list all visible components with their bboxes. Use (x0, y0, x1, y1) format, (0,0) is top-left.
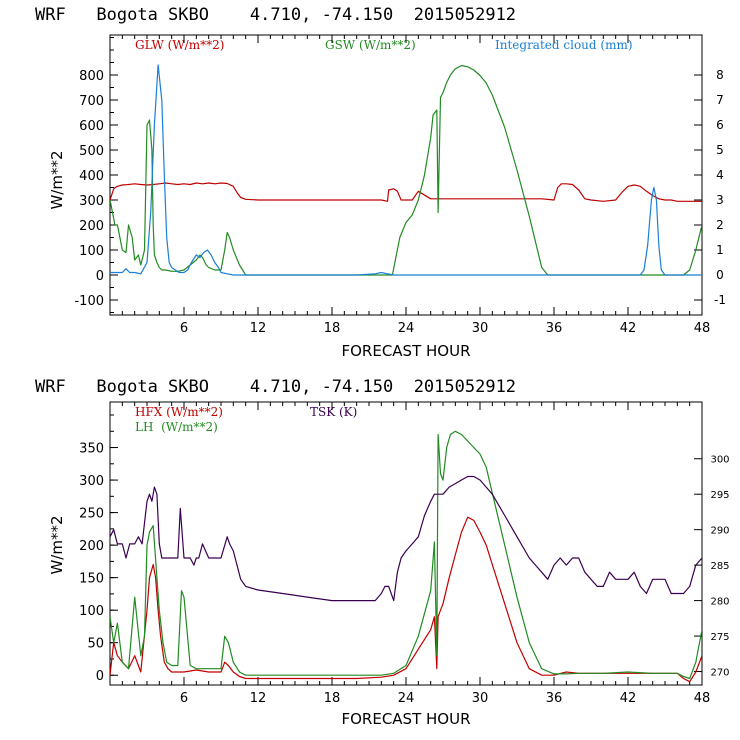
bottom-x-tick-label: 24 (398, 691, 415, 706)
top-y2-tick-label: 1 (716, 243, 724, 257)
panel-fluxes: WRF Bogota SKBO 4.710, -74.150 201505291… (35, 377, 730, 728)
top-x-tick-label: 18 (324, 321, 341, 336)
top-x-tick-label: 48 (694, 321, 711, 336)
bottom-y2-tick-label: 280 (710, 597, 729, 608)
top-x-tick-label: 24 (398, 321, 415, 336)
bottom-y-tick-label: 0 (96, 669, 104, 684)
top-y2-tick-label: 4 (716, 168, 724, 182)
legend-glw: GLW (W/m**2) (135, 38, 224, 52)
bottom-y-tick-label: 300 (79, 474, 104, 489)
series-line-hfx (110, 516, 702, 683)
legend-cloud: Integrated cloud (mm) (495, 38, 633, 52)
bottom-plot-frame (109, 401, 703, 686)
series-line-glw (110, 182, 702, 202)
bottom-y2-tick-label: 285 (710, 561, 729, 572)
top-y2-tick-label: 6 (716, 118, 724, 132)
top-plot-frame (109, 34, 703, 316)
bottom-y2-tick-label: 295 (710, 490, 729, 501)
bottom-y-tick-label: 150 (79, 572, 104, 587)
top-x-tick-label: 30 (472, 321, 489, 336)
bottom-series-group (110, 430, 702, 683)
series-line-lh (110, 430, 702, 680)
top-y-tick-label: 800 (79, 69, 104, 84)
top-y-tick-label: -100 (74, 294, 104, 309)
top-y-tick-label: 100 (79, 244, 104, 259)
bottom-y-tick-label: 50 (87, 637, 104, 652)
bottom-x-tick-label: 36 (546, 691, 563, 706)
bottom-y2-tick-label: 270 (710, 668, 729, 679)
bottom-x-tick-label: 30 (472, 691, 489, 706)
legend-lh: LH (W/m**2) (135, 420, 218, 434)
bottom-x-tick-label: 6 (180, 691, 188, 706)
series-line-tsk (110, 475, 702, 602)
top-y2-tick-label: 2 (716, 218, 724, 232)
top-y-tick-label: 700 (79, 94, 104, 109)
top-y-tick-label: 300 (79, 194, 104, 209)
top-y-tick-label: 400 (79, 169, 104, 184)
bottom-y-axis-label: W/m**2 (48, 515, 66, 574)
top-y-tick-label: 0 (96, 269, 104, 284)
legend-gsw: GSW (W/m**2) (325, 38, 416, 52)
top-y-tick-label: 600 (79, 119, 104, 134)
top-y2-tick-label: 3 (716, 193, 724, 207)
top-y-tick-label: 500 (79, 144, 104, 159)
top-x-tick-label: 6 (180, 321, 188, 336)
bottom-x-axis-label: FORECAST HOUR (341, 710, 470, 728)
panel-radiation: WRF Bogota SKBO 4.710, -74.150 201505291… (35, 5, 726, 360)
bottom-axes: 6 12 18 24 30 36 42 48 0 50 100 150 200 250 300 350 270 2… (79, 402, 730, 706)
top-y2-tick-label: 5 (716, 143, 724, 157)
legend-tsk: TSK (K) (310, 405, 357, 419)
top-y-tick-label: 200 (79, 219, 104, 234)
top-y2-tick-label: 8 (716, 68, 724, 82)
top-x-tick-label: 12 (250, 321, 267, 336)
bottom-y2-tick-label: 275 (710, 632, 729, 643)
top-x-axis-label: FORECAST HOUR (341, 342, 470, 360)
top-title: WRF Bogota SKBO 4.710, -74.150 201505291… (35, 5, 516, 25)
bottom-x-tick-label: 48 (694, 691, 711, 706)
bottom-y2-tick-label: 300 (710, 455, 729, 466)
top-axes: 6 12 18 24 30 36 42 48-100010020030040050060070… (74, 35, 726, 336)
top-y2-tick-label: -1 (714, 293, 726, 307)
bottom-x-tick-label: 42 (620, 691, 637, 706)
bottom-x-tick-label: 12 (250, 691, 267, 706)
bottom-y-tick-label: 250 (79, 507, 104, 522)
top-y-axis-label: W/m**2 (48, 150, 66, 209)
bottom-y-tick-label: 100 (79, 604, 104, 619)
bottom-y-tick-label: 200 (79, 539, 104, 554)
bottom-y-tick-label: 350 (79, 442, 104, 457)
series-line-gsw (110, 64, 702, 276)
bottom-title: WRF Bogota SKBO 4.710, -74.150 201505291… (35, 377, 516, 397)
top-series-group (110, 64, 702, 276)
top-x-tick-label: 36 (546, 321, 563, 336)
series-line-cloud (110, 64, 702, 276)
top-y2-tick-label: 0 (716, 268, 724, 282)
top-y2-tick-label: 7 (716, 93, 724, 107)
legend-hfx: HFX (W/m**2) (135, 405, 223, 419)
bottom-y2-tick-label: 290 (710, 526, 729, 537)
top-x-tick-label: 42 (620, 321, 637, 336)
bottom-x-tick-label: 18 (324, 691, 341, 706)
